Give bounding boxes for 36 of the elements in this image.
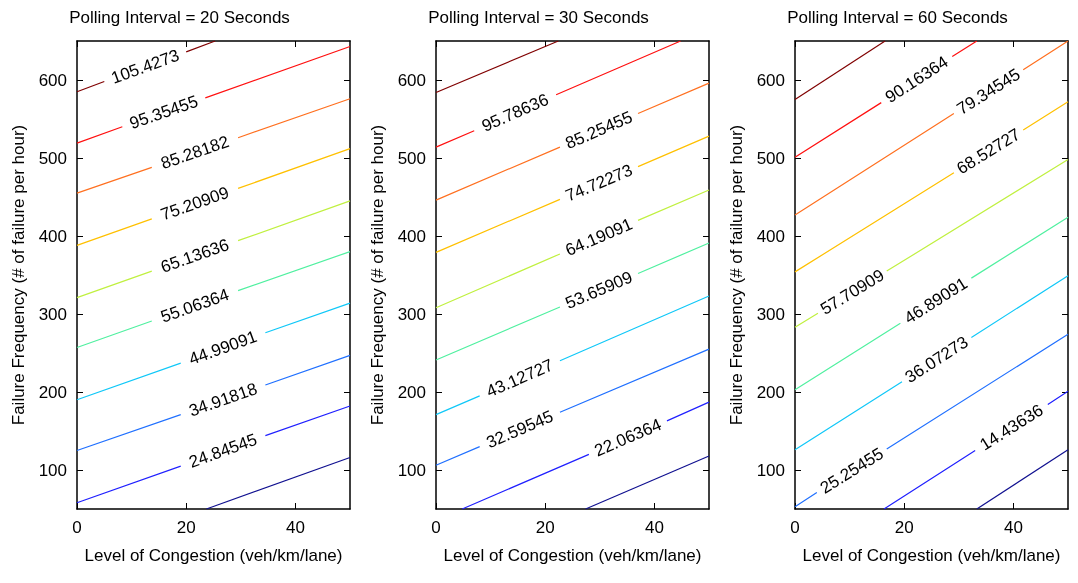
- y-axis-title: Failure Frequency (# of failure per hour): [727, 124, 746, 426]
- y-tick-label: 200: [38, 382, 67, 402]
- y-tick-label: 500: [397, 148, 426, 168]
- x-tick-label: 40: [285, 518, 305, 537]
- x-tick-label: 40: [644, 518, 664, 537]
- x-tick-label: 40: [1003, 518, 1023, 537]
- y-tick-label: 600: [38, 70, 67, 90]
- y-axis-title: Failure Frequency (# of failure per hour): [368, 124, 387, 426]
- x-tick-label: 0: [72, 518, 82, 537]
- y-tick-label: 400: [38, 226, 67, 246]
- x-axis-title: Level of Congestion (veh/km/lane): [84, 546, 343, 565]
- y-tick-label: 500: [756, 148, 785, 168]
- y-tick-label: 200: [397, 382, 426, 402]
- y-tick-label: 400: [756, 226, 785, 246]
- x-tick-label: 0: [790, 518, 800, 537]
- y-tick-label: 400: [397, 226, 426, 246]
- y-tick-label: 100: [38, 460, 67, 480]
- y-tick-label: 600: [756, 70, 785, 90]
- x-tick-label: 20: [535, 518, 555, 537]
- x-tick-label: 20: [176, 518, 196, 537]
- y-tick-label: 300: [397, 304, 426, 324]
- y-axis-title: Failure Frequency (# of failure per hour): [9, 124, 28, 426]
- x-axis-title: Level of Congestion (veh/km/lane): [443, 546, 702, 565]
- chart-title: Polling Interval = 30 Seconds: [428, 8, 649, 27]
- y-tick-label: 300: [756, 304, 785, 324]
- y-tick-label: 100: [397, 460, 426, 480]
- y-tick-label: 600: [397, 70, 426, 90]
- x-axis-title: Level of Congestion (veh/km/lane): [802, 546, 1061, 565]
- chart-title: Polling Interval = 20 Seconds: [69, 8, 290, 27]
- y-tick-label: 300: [38, 304, 67, 324]
- y-tick-label: 200: [756, 382, 785, 402]
- y-tick-label: 500: [38, 148, 67, 168]
- x-tick-label: 20: [894, 518, 914, 537]
- x-tick-label: 0: [431, 518, 441, 537]
- chart-title: Polling Interval = 60 Seconds: [787, 8, 1008, 27]
- y-tick-label: 100: [756, 460, 785, 480]
